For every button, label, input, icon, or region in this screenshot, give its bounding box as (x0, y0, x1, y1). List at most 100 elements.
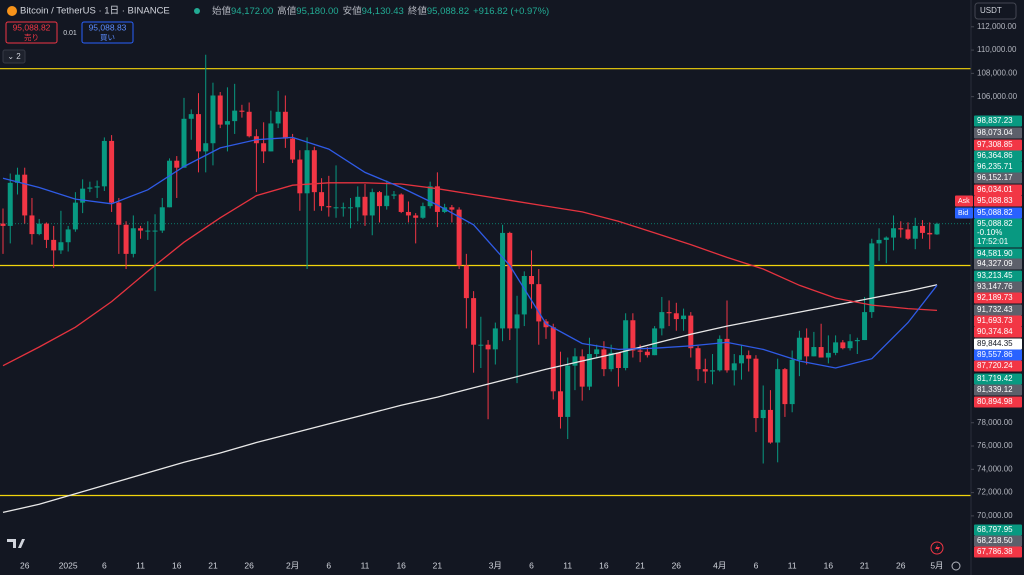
candle-body (557, 391, 563, 417)
value: 95,180.00 (296, 6, 338, 17)
indicator-toggle[interactable] (2, 49, 26, 64)
y-tick-label: 76,000.00 (977, 441, 1013, 450)
x-tick-label: 26 (20, 560, 30, 570)
candle-body (427, 186, 433, 207)
candle-body (579, 356, 585, 387)
candle-body (478, 344, 484, 346)
price-tag-label: 97,308.85 (977, 140, 1013, 149)
candle-body (224, 121, 230, 125)
candle-body (630, 320, 636, 351)
x-tick-label: 26 (896, 560, 906, 570)
candle-body (22, 174, 28, 216)
price-tag-label: 98,073.04 (977, 128, 1013, 137)
candle-body (825, 352, 831, 358)
candle-body (29, 215, 35, 235)
candle-body (232, 110, 238, 122)
candle-body (304, 150, 310, 194)
candle-body (275, 111, 281, 124)
buy-button[interactable] (81, 21, 134, 44)
x-tick-label: 11 (136, 560, 145, 570)
candle-body (116, 202, 122, 225)
candle-body (51, 239, 57, 251)
candle-body (521, 276, 527, 315)
y-tick-label: 72,000.00 (977, 488, 1013, 497)
candle-body (644, 351, 650, 356)
price-tag (974, 184, 1022, 196)
candle-body (833, 342, 839, 353)
plot-area (0, 54, 971, 514)
candle-body (65, 229, 71, 243)
candle-body (58, 242, 64, 251)
candle-body (594, 349, 600, 355)
price-tag (974, 384, 1022, 396)
symbol: Bitcoin / TetherUS · 1日 · BINANCE (20, 6, 170, 17)
sell-price: 95,088.82 (13, 22, 51, 32)
x-tick-label: 6 (754, 560, 759, 570)
candle-body (898, 228, 904, 230)
candle-body (195, 114, 201, 152)
candle-body (608, 352, 614, 370)
price-tag (974, 270, 1022, 282)
price-tag (974, 248, 1022, 260)
candle-body (934, 223, 940, 235)
candle-body (753, 358, 759, 419)
alert-icon[interactable] (930, 541, 944, 555)
x-tick-label: 5月 (930, 560, 943, 570)
candle-body (391, 194, 397, 196)
candle-body (398, 194, 404, 212)
candle-body (181, 118, 187, 168)
candle-body (847, 341, 853, 349)
side-tag (955, 195, 973, 207)
price-tag-label: 96,235.71 (977, 162, 1013, 171)
candle-body (333, 207, 339, 209)
candle-body (811, 347, 817, 357)
candle-body (572, 356, 578, 366)
candle-body (854, 340, 860, 342)
candle-body (80, 188, 86, 203)
price-tag-label: 95,088.82 (977, 219, 1013, 228)
buy-price: 95,088.83 (89, 22, 127, 32)
price-tag (974, 207, 1022, 219)
y-tick-label: 112,000.00 (977, 22, 1017, 31)
x-tick-label: 6 (102, 560, 107, 570)
change: +916.82 (+0.97%) (473, 6, 549, 17)
x-tick-label: 6 (529, 560, 534, 570)
currency: USDT (980, 6, 1002, 15)
candle-body (681, 315, 687, 320)
price-tag (974, 338, 1022, 350)
candle-body (883, 237, 889, 240)
label: 安値 (343, 5, 363, 17)
candle-body (818, 347, 824, 358)
candle-body (355, 196, 361, 208)
sell-label: 売り (24, 32, 39, 42)
candle-body (167, 160, 173, 208)
candle-body (586, 354, 592, 387)
candle-body (912, 225, 918, 239)
candle-body (760, 409, 766, 419)
alert-bolt (935, 544, 940, 552)
candle-body (369, 192, 375, 216)
candle-body (109, 140, 115, 203)
price-tag-label: 93,147.76 (977, 282, 1013, 291)
candle-body (615, 352, 621, 368)
candle-body (789, 359, 795, 405)
y-tick-label: 78,000.00 (977, 418, 1013, 427)
candle-body (420, 206, 426, 218)
spread: 0.01 (63, 30, 77, 37)
candle-body (138, 228, 144, 231)
price-tag-label: 89,844.35 (977, 339, 1013, 348)
candle-body (796, 337, 802, 360)
currency-button[interactable] (974, 2, 1017, 20)
candle-body (348, 207, 354, 209)
candle-body (919, 225, 925, 233)
price-tag (974, 326, 1022, 338)
candle-body (637, 350, 643, 352)
y-tick-label: 74,000.00 (977, 464, 1013, 473)
price-tag-label: 81,339.12 (977, 385, 1013, 394)
x-tick-label: 26 (244, 560, 254, 570)
candle-body (405, 211, 411, 216)
candle-body (43, 223, 49, 240)
sell-button[interactable] (5, 21, 58, 44)
settings-icon[interactable] (951, 561, 961, 571)
